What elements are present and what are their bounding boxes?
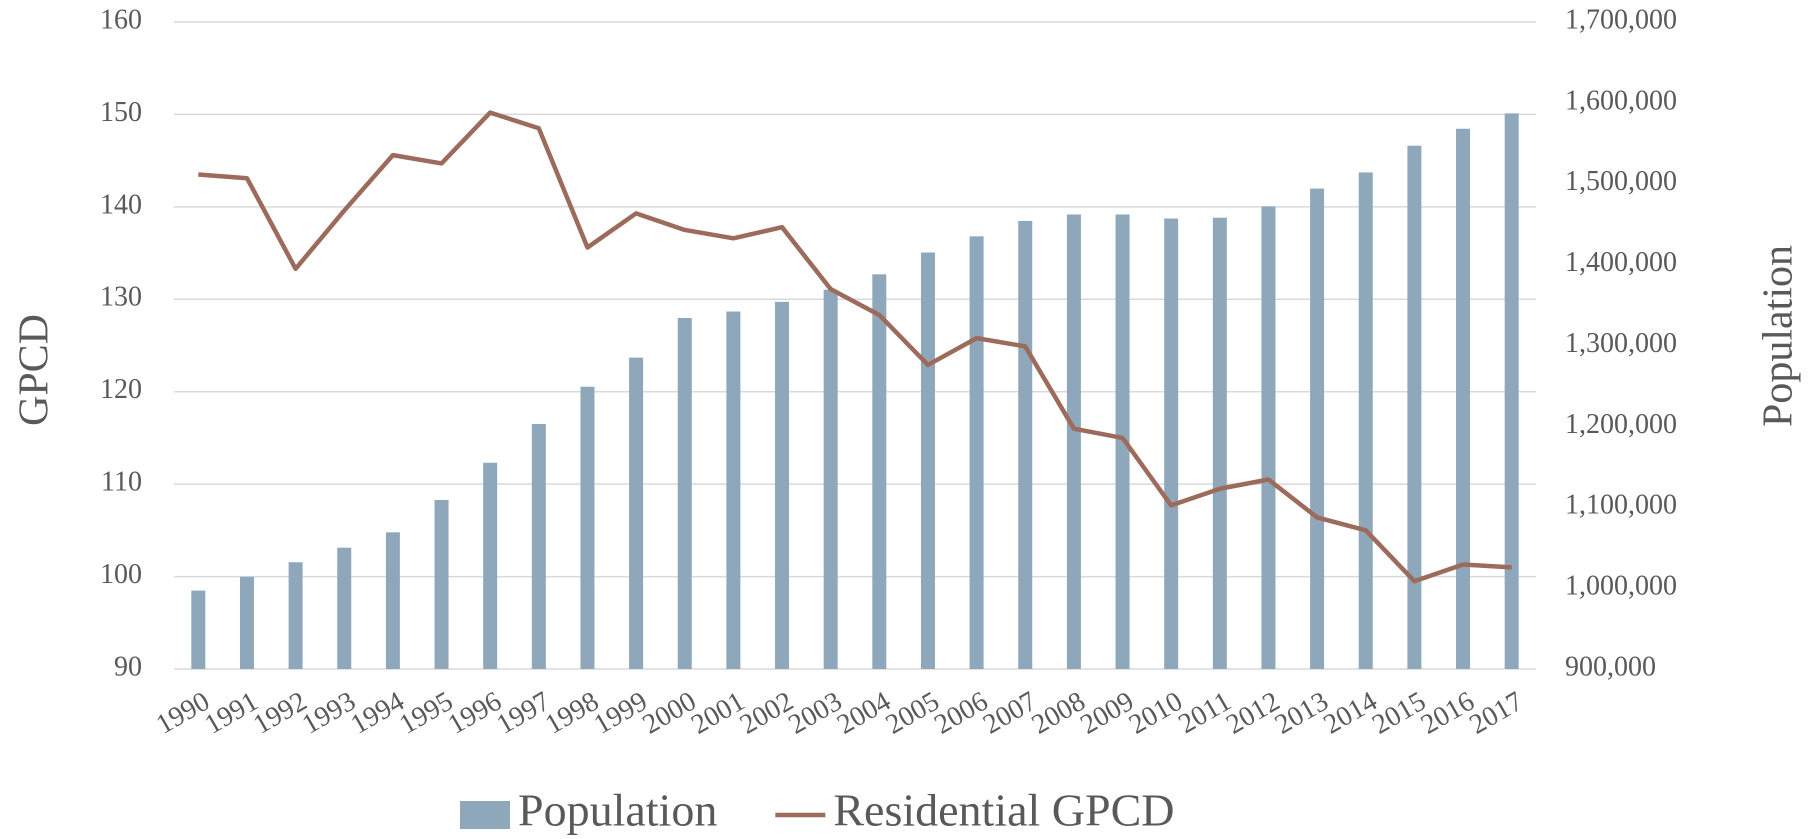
bar — [872, 274, 887, 669]
y2-tick-label: 1,000,000 — [1565, 571, 1677, 602]
bar — [1504, 113, 1519, 670]
bar — [920, 252, 935, 669]
y-tick-label: 130 — [100, 282, 142, 313]
line — [198, 110, 1512, 584]
y-tick-label: 140 — [100, 189, 142, 220]
bar — [969, 236, 984, 669]
y2-tick-label: 1,400,000 — [1565, 247, 1677, 278]
y-tick-label: 160 — [100, 4, 142, 35]
bar — [531, 423, 546, 669]
y2-tick-label: 1,500,000 — [1565, 166, 1677, 197]
bar — [823, 289, 838, 669]
legend-label: Population — [518, 785, 717, 836]
bar — [1212, 217, 1227, 669]
bar — [288, 562, 303, 669]
bar — [191, 590, 206, 669]
legend-swatch — [460, 801, 510, 829]
y-axis-title: GPCD — [12, 314, 58, 426]
bar — [677, 318, 692, 669]
y2-tick-label: 1,600,000 — [1565, 85, 1677, 116]
bar — [726, 311, 741, 669]
y-tick-label: 120 — [100, 374, 142, 405]
bar — [775, 301, 790, 669]
y2-tick-label: 1,100,000 — [1565, 490, 1677, 521]
y-tick-label: 150 — [100, 97, 142, 128]
y2-axis-title: Population — [1756, 245, 1802, 427]
bar — [580, 386, 595, 669]
y2-tick-label: 1,700,000 — [1565, 4, 1677, 35]
y-tick-label: 100 — [100, 559, 142, 590]
bar — [239, 576, 254, 669]
bar — [1164, 218, 1179, 669]
bar — [1066, 214, 1081, 670]
bar — [434, 499, 449, 669]
bar — [1310, 188, 1325, 670]
y2-tick-label: 1,300,000 — [1565, 328, 1677, 359]
y2-tick-label: 900,000 — [1565, 651, 1656, 682]
bar — [1407, 145, 1422, 669]
bar — [385, 532, 400, 669]
bar — [1261, 206, 1276, 669]
y-tick-label: 90 — [114, 651, 142, 682]
y-tick-label: 110 — [101, 467, 142, 498]
bar — [483, 462, 498, 669]
bar — [1456, 128, 1471, 669]
legend-label: Residential GPCD — [833, 785, 1174, 836]
y2-tick-label: 1,200,000 — [1565, 409, 1677, 440]
bar — [337, 547, 352, 669]
bar — [1358, 172, 1373, 670]
bar — [629, 357, 644, 669]
x-tick-label: 2017 — [1464, 686, 1528, 741]
bar — [1018, 220, 1033, 669]
